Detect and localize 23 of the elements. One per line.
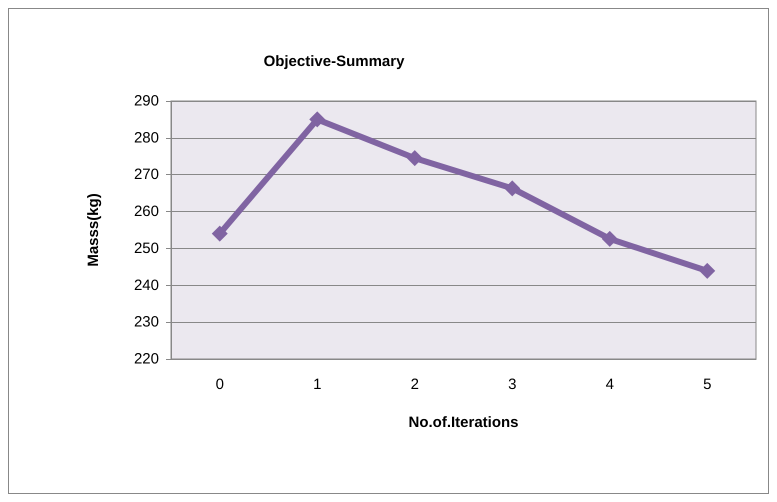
- chart-title: Objective-Summary: [264, 53, 406, 70]
- y-tick-label: 270: [134, 166, 159, 184]
- point: [212, 226, 228, 242]
- point: [406, 150, 423, 166]
- y-tick-label: 230: [134, 314, 159, 331]
- x-tick-label: 4: [606, 376, 614, 393]
- y-tick-label: 280: [134, 129, 159, 146]
- x-tick-label: 0: [216, 376, 224, 393]
- point: [699, 262, 716, 279]
- point: [504, 180, 520, 196]
- x-tick-label: 1: [313, 376, 322, 393]
- y-tick-label: 260: [134, 203, 159, 220]
- y-axis-title: Masss(kg): [85, 193, 102, 267]
- x-tick-label: 3: [508, 376, 516, 393]
- y-tick-label: 220: [134, 350, 159, 368]
- y-tick-label: 290: [134, 92, 159, 110]
- point: [602, 230, 618, 247]
- x-axis-title: No.of.Iterations: [408, 414, 519, 431]
- y-tick-label: 240: [134, 276, 159, 294]
- point: [309, 111, 326, 128]
- x-tick-label: 2: [410, 376, 419, 393]
- x-tick-label: 5: [703, 376, 712, 393]
- y-tick-label: 250: [134, 240, 159, 257]
